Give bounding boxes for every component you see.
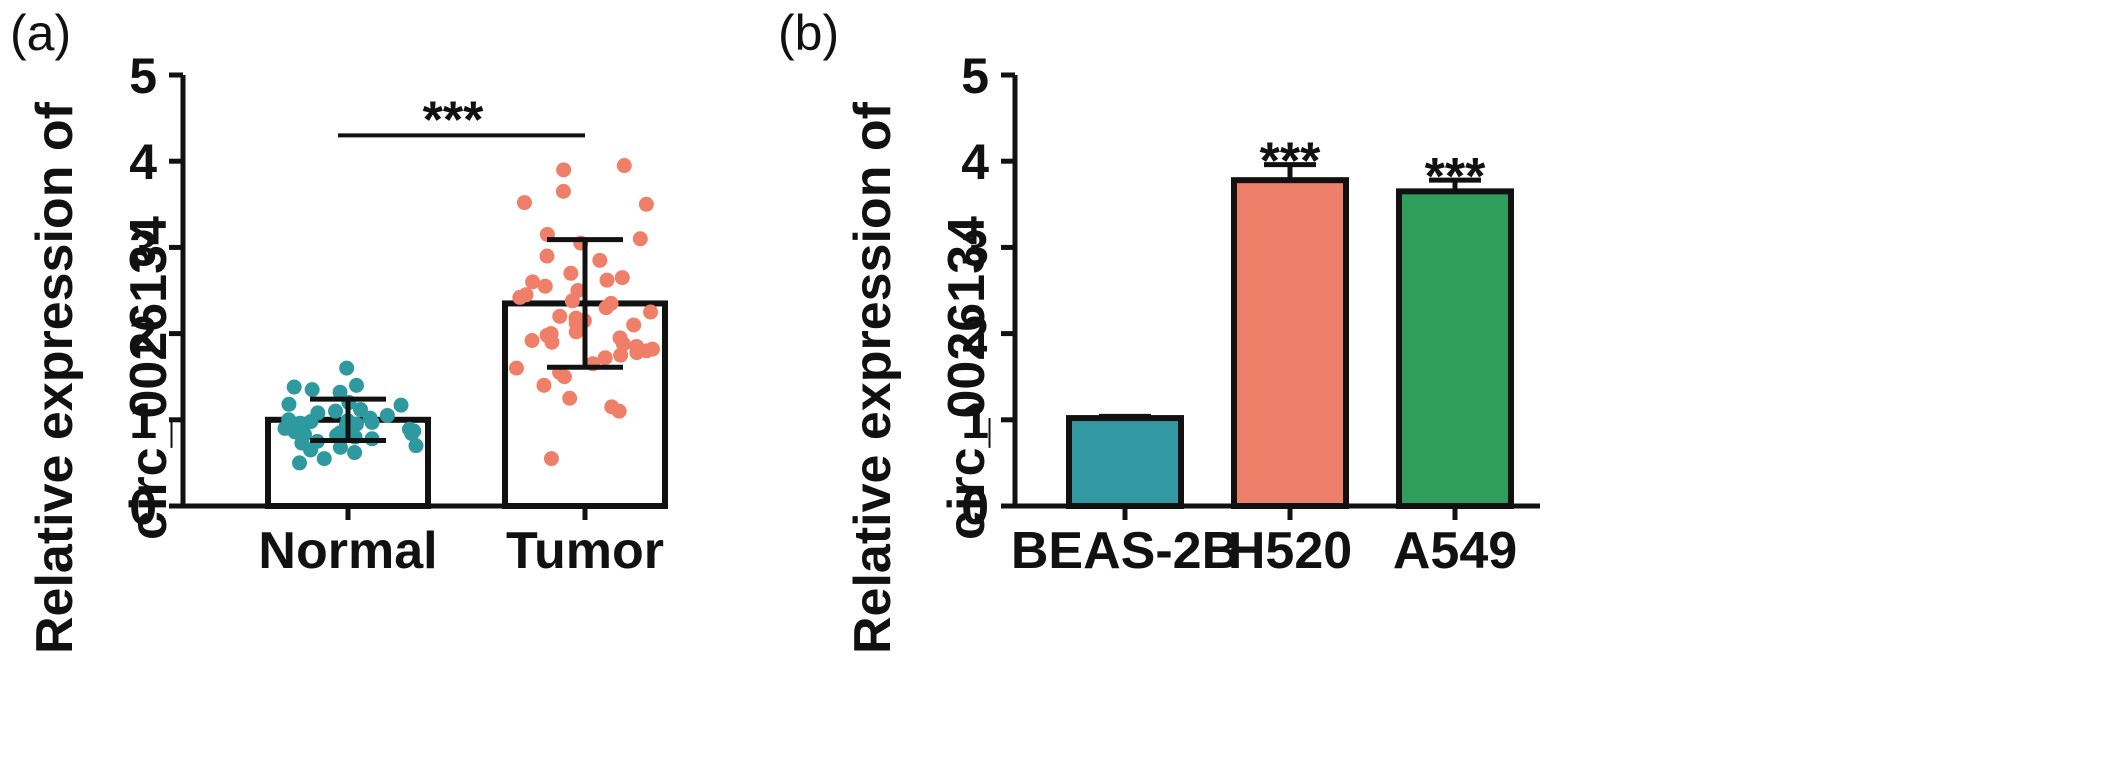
bar-h520	[1231, 177, 1349, 509]
y-tick-label: 4	[129, 134, 157, 190]
x-category-label: BEAS-2B	[1011, 522, 1239, 580]
panel-a: (a) Relative expression of circ_0026134 …	[10, 5, 668, 654]
data-point-normal	[332, 439, 348, 455]
data-point-tumor	[539, 248, 555, 264]
data-point-tumor	[615, 336, 631, 352]
data-point-normal	[349, 377, 365, 393]
data-point-normal	[364, 414, 380, 430]
x-category-label: A549	[1393, 522, 1517, 580]
panel-b-error-bars	[1099, 162, 1481, 419]
y-tick-label: 0	[129, 479, 157, 535]
y-tick-label: 1	[961, 393, 989, 449]
data-point-tumor	[556, 369, 572, 385]
data-point-tumor	[552, 308, 568, 324]
data-point-normal	[404, 426, 420, 442]
bar-a549	[1396, 188, 1514, 509]
y-tick-label: 2	[961, 307, 989, 363]
panel-b-label: (b)	[778, 5, 839, 61]
data-point-normal	[332, 384, 348, 400]
panel-b-significance: *** ***	[1260, 133, 1486, 207]
panel-a-ylabel-line2: circ_0026134	[120, 216, 178, 540]
panel-a-significance: ***	[338, 91, 585, 149]
significance-stars: ***	[1425, 148, 1486, 206]
data-point-tumor	[562, 390, 578, 406]
data-point-normal	[281, 396, 297, 412]
data-point-tumor	[638, 196, 654, 212]
data-point-tumor	[556, 162, 572, 178]
data-point-tumor	[512, 289, 528, 305]
data-point-tumor	[614, 270, 630, 286]
data-point-tumor	[629, 345, 645, 361]
data-point-normal	[393, 397, 409, 413]
y-tick-label: 1	[129, 393, 157, 449]
data-point-tumor	[525, 274, 541, 290]
x-category-label: H520	[1228, 522, 1352, 580]
data-point-tumor	[543, 451, 559, 467]
y-tick-label: 2	[129, 307, 157, 363]
y-tick-label: 4	[961, 134, 989, 190]
data-point-normal	[304, 382, 320, 398]
x-category-label: Normal	[258, 522, 437, 580]
data-point-normal	[347, 445, 363, 461]
data-point-tumor	[598, 300, 614, 316]
data-point-tumor	[643, 304, 659, 320]
data-point-tumor	[537, 278, 553, 294]
data-point-normal	[353, 401, 369, 417]
panel-a-label: (a)	[10, 5, 71, 61]
panel-b-bars	[1066, 177, 1514, 509]
panel-a-error-bars	[310, 237, 623, 443]
bar-beas-2b	[1066, 415, 1184, 509]
data-point-normal	[379, 407, 395, 423]
x-category-label: Tumor	[506, 522, 664, 580]
data-point-tumor	[592, 252, 608, 268]
data-point-tumor	[611, 403, 627, 419]
data-point-tumor	[564, 293, 580, 309]
data-point-tumor	[632, 231, 648, 247]
data-point-tumor	[544, 334, 560, 350]
data-point-tumor	[563, 265, 579, 281]
data-point-tumor	[599, 272, 615, 288]
significance-stars: ***	[1260, 133, 1321, 191]
panel-b-ylabel-line2: circ_0026134	[938, 216, 996, 540]
data-point-tumor	[508, 360, 524, 376]
y-tick-label: 0	[961, 479, 989, 535]
y-tick-label: 5	[129, 48, 157, 104]
y-tick-label: 5	[961, 48, 989, 104]
panel-a-ylabel-line1: Relative expression of	[26, 101, 84, 654]
data-point-tumor	[536, 377, 552, 393]
data-point-tumor	[524, 332, 540, 348]
y-tick-label: 3	[129, 220, 157, 276]
data-point-tumor	[516, 195, 532, 211]
data-point-normal	[292, 455, 308, 471]
data-point-normal	[408, 438, 424, 454]
data-point-normal	[303, 442, 319, 458]
data-point-tumor	[568, 324, 584, 340]
data-point-normal	[328, 403, 344, 419]
data-point-tumor	[616, 158, 632, 174]
data-point-normal	[339, 360, 355, 376]
panel-b: (b) Relative expression of circ_0026134 …	[778, 5, 1540, 654]
y-tick-label: 3	[961, 220, 989, 276]
data-point-tumor	[613, 347, 629, 363]
data-point-normal	[316, 451, 332, 467]
data-point-tumor	[626, 317, 642, 333]
data-point-normal	[286, 379, 302, 395]
panel-b-ylabel-line1: Relative expression of	[844, 101, 902, 654]
data-point-tumor	[597, 350, 613, 366]
data-point-tumor	[555, 183, 571, 199]
significance-stars: ***	[423, 91, 484, 149]
